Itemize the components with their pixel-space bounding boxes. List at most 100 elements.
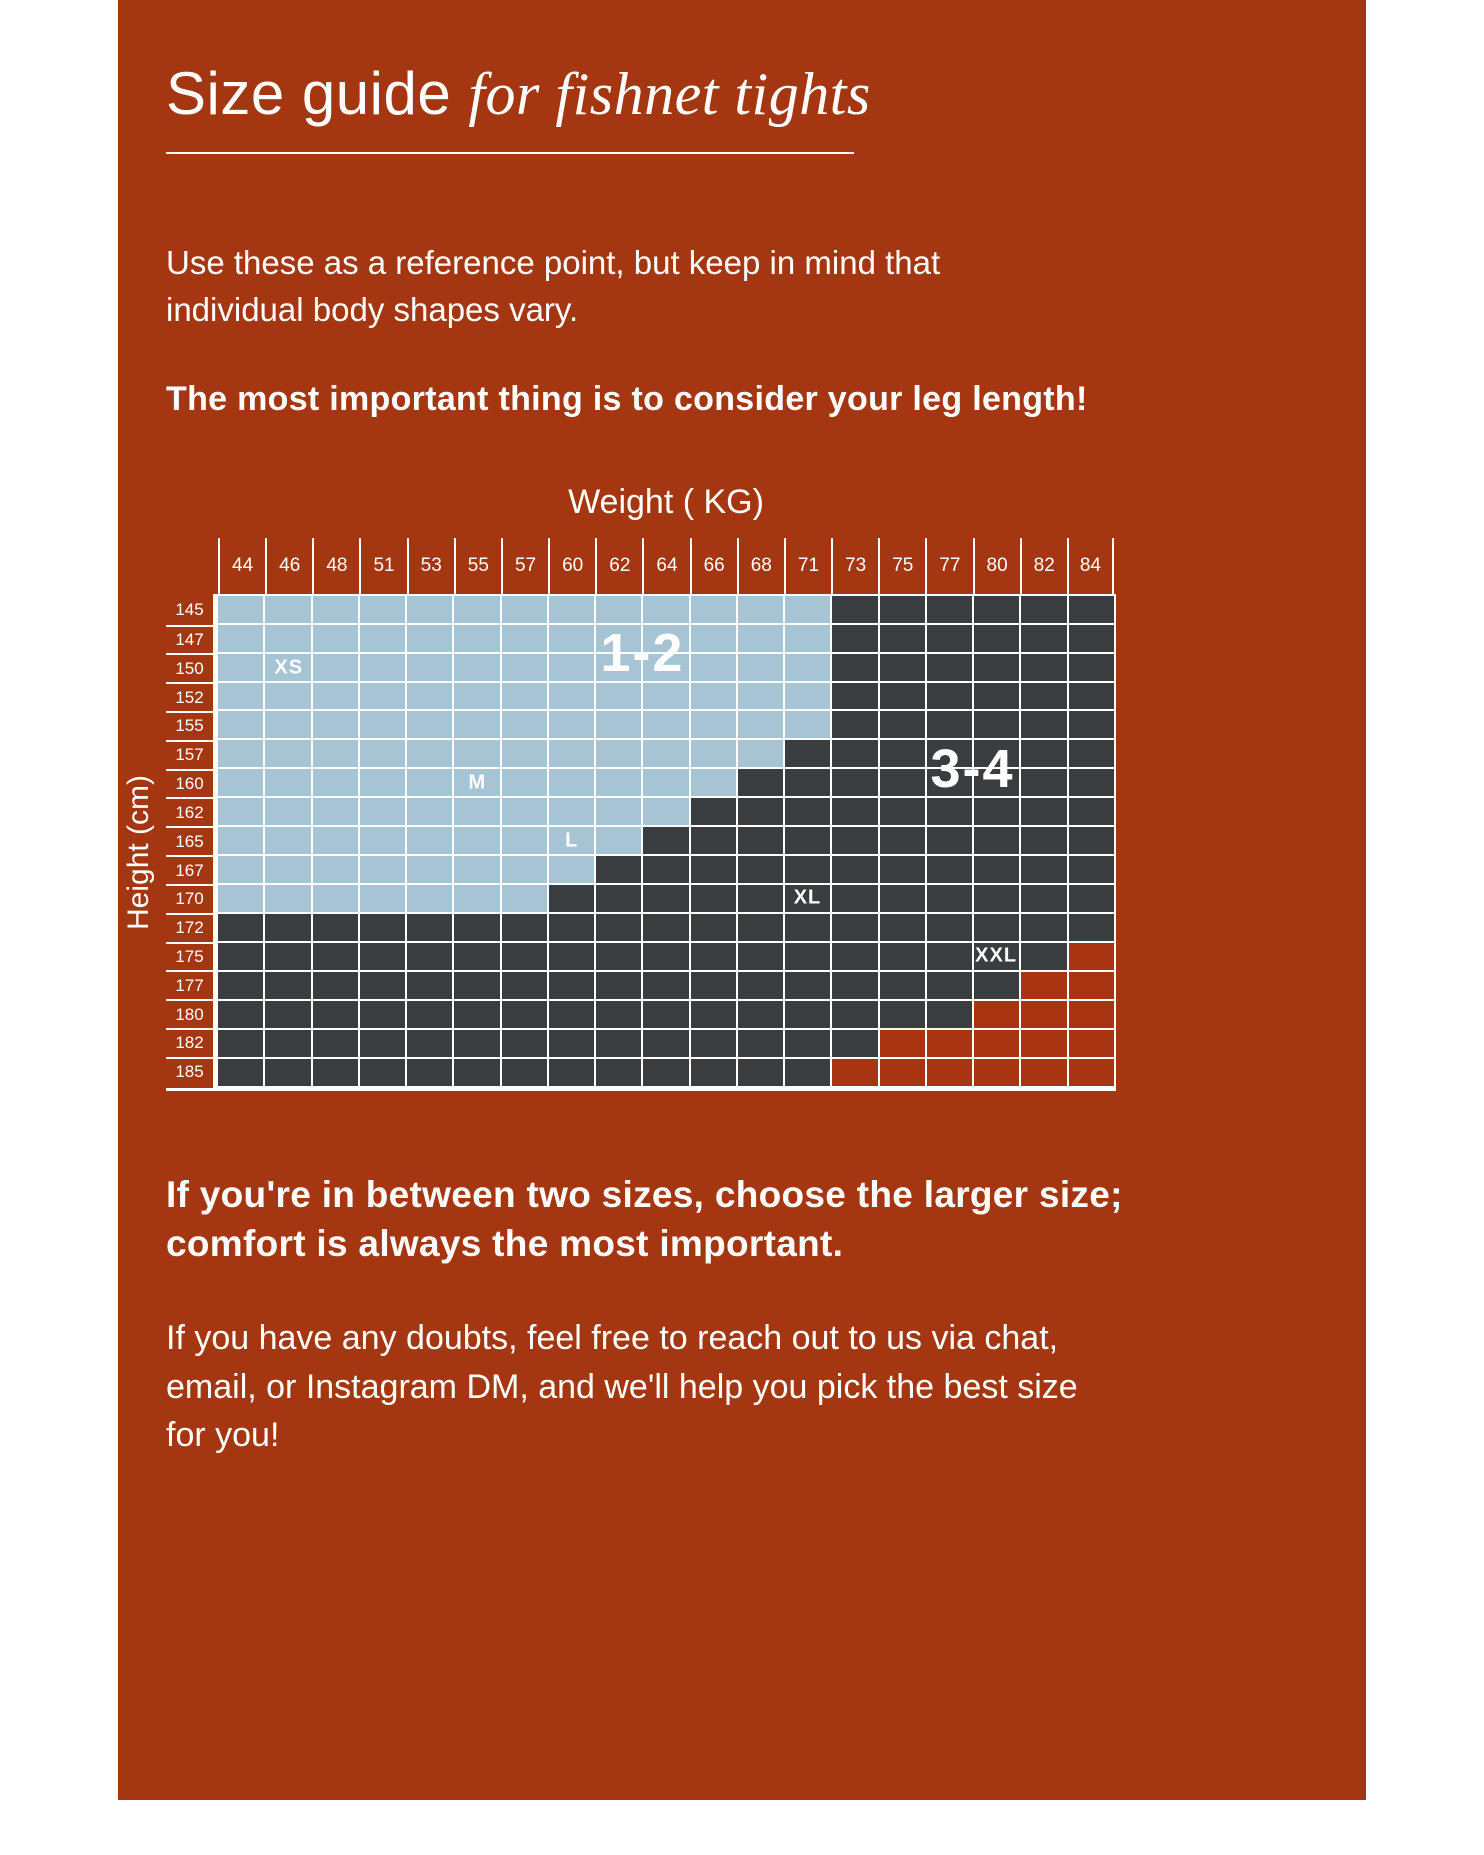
- grid-cell-h175-w75: [879, 943, 925, 970]
- grid-cell-h177-w71: [785, 971, 831, 999]
- grid-cell-h145-w55: [454, 595, 500, 623]
- grid-cell-h172-w62: [596, 914, 642, 941]
- page-title: Size guide for fishnet tights: [166, 62, 1318, 126]
- grid-cell-h157-w71: [785, 740, 831, 768]
- grid-cell-h185-w66: [690, 1058, 736, 1086]
- grid-cell-h185-w82: [1021, 1058, 1067, 1086]
- grid-cell-h165-w71: [785, 827, 831, 855]
- grid-cell-h152-w84: [1068, 682, 1114, 710]
- grid-cell-h177-w68: [737, 971, 784, 999]
- grid-cell-h175-w57: [501, 943, 547, 970]
- weight-label-57: 57: [500, 537, 548, 594]
- weight-label-62: 62: [595, 537, 642, 594]
- grid-cell-h157-w68: [737, 740, 784, 768]
- grid-cell-h180-w64: [643, 1000, 689, 1028]
- weight-label-75: 75: [878, 537, 925, 594]
- grid-cell-h147-w71: [785, 624, 831, 652]
- grid-cell-h150-w75: [879, 653, 925, 681]
- grid-cell-h180-w55: [454, 1000, 500, 1028]
- grid-cell-h157-w75: [879, 740, 925, 768]
- intro-text: Use these as a reference point, but keep…: [166, 244, 941, 328]
- grid-cell-h150-w46: [265, 653, 311, 681]
- grid-cell-h160-w62: [596, 769, 642, 797]
- grid-cell-h152-w71: [785, 682, 831, 710]
- grid-cell-h180-w62: [596, 1000, 642, 1028]
- height-label-160: 160: [166, 768, 213, 798]
- grid-cell-h175-w73: [832, 943, 878, 970]
- grid-cell-h152-w73: [832, 682, 878, 710]
- grid-cell-h160-w66: [690, 769, 736, 797]
- grid-cell-h155-w73: [832, 711, 878, 739]
- grid-cell-h177-w80: [974, 971, 1020, 999]
- grid-cell-h185-w64: [643, 1058, 689, 1086]
- grid-cell-h152-w77: [926, 682, 973, 710]
- grid-cell-h175-w71: [785, 943, 831, 970]
- grid-cell-h177-w82: [1021, 971, 1067, 999]
- grid-cell-h162-w44: [218, 798, 264, 826]
- grid-cell-h182-w64: [643, 1029, 689, 1057]
- footer-text: If you have any doubts, feel free to rea…: [166, 1319, 1078, 1454]
- grid-cell-h157-w82: [1021, 740, 1067, 768]
- height-label-167: 167: [166, 855, 213, 884]
- weight-label-60: 60: [548, 537, 595, 594]
- grid-cell-h185-w48: [312, 1058, 358, 1086]
- grid-cell-h180-w68: [737, 1000, 784, 1028]
- grid-cell-h157-w80: [974, 740, 1020, 768]
- weight-label-64: 64: [642, 537, 689, 594]
- grid-cell-h185-w71: [785, 1058, 831, 1086]
- weight-label-82: 82: [1019, 537, 1067, 594]
- grid-cell-h157-w57: [501, 740, 547, 768]
- size-label-XS: XS: [274, 656, 304, 679]
- grid-cell-h167-w44: [218, 856, 264, 884]
- grid-cell-h185-w55: [454, 1058, 500, 1086]
- grid-cell-h167-w46: [265, 856, 311, 884]
- grid-cell-h145-w66: [690, 595, 736, 623]
- grid-cell-h182-w44: [218, 1029, 264, 1057]
- grid-cell-h170-w53: [407, 885, 453, 913]
- grid-cell-h170-w75: [879, 885, 925, 913]
- grid-cell-h167-w84: [1068, 856, 1114, 884]
- grid-cell-h175-w44: [218, 943, 264, 970]
- height-label-162: 162: [166, 797, 213, 826]
- grid-cell-h162-w77: [926, 798, 973, 826]
- grid-cell-h165-w53: [407, 827, 453, 855]
- grid-cell-h170-w55: [454, 885, 500, 913]
- grid-cell-h150-w82: [1021, 653, 1067, 681]
- grid-cell-h157-w84: [1068, 740, 1114, 768]
- height-label-177: 177: [166, 970, 213, 999]
- height-label-155: 155: [166, 711, 213, 740]
- grid-cell-h147-w62: [596, 624, 642, 652]
- grid-cell-h147-w77: [926, 624, 973, 652]
- grid-cell-h147-w55: [454, 624, 500, 652]
- weight-labels: 44 46 48 51 53 55 57 60 62 64 66 68 71 73 75 77 80 82 84: [216, 537, 1116, 594]
- grid-cell-h175-w84: [1068, 943, 1114, 970]
- grid-cell-h172-w57: [501, 914, 547, 941]
- grid-cell-h182-w53: [407, 1029, 453, 1057]
- grid-cell-h180-w53: [407, 1000, 453, 1028]
- height-label-185: 185: [166, 1056, 213, 1086]
- grid-cell-h150-w84: [1068, 653, 1114, 681]
- grid-cell-h172-w46: [265, 914, 311, 941]
- grid-cell-h150-w77: [926, 653, 973, 681]
- grid-cell-h182-w62: [596, 1029, 642, 1057]
- grid-cell-h150-w71: [785, 653, 831, 681]
- grid-cell-h172-w71: [785, 914, 831, 941]
- grid-cell-h150-w62: [596, 653, 642, 681]
- grid-cell-h157-w62: [596, 740, 642, 768]
- grid-cell-h162-w51: [359, 798, 406, 826]
- grid-cell-h155-w55: [454, 711, 500, 739]
- grid-cell-h160-w82: [1021, 769, 1067, 797]
- grid-cell-h172-w53: [407, 914, 453, 941]
- grid-cell-h185-w68: [737, 1058, 784, 1086]
- grid-cell-h152-w66: [690, 682, 736, 710]
- footer-emphasis: If you're in between two sizes, choose t…: [166, 1173, 1123, 1264]
- grid-cell-h172-w44: [218, 914, 264, 941]
- weight-label-77: 77: [925, 537, 972, 594]
- grid-cell-h165-w64: [643, 827, 689, 855]
- grid-cell-h177-w77: [926, 971, 973, 999]
- grid-cell-h175-w80: [974, 943, 1020, 970]
- size-guide-panel: Size guide for fishnet tights Use these …: [118, 0, 1366, 1800]
- grid-cell-h155-w46: [265, 711, 311, 739]
- grid-cell-h160-w46: [265, 769, 311, 797]
- height-label-152: 152: [166, 682, 213, 711]
